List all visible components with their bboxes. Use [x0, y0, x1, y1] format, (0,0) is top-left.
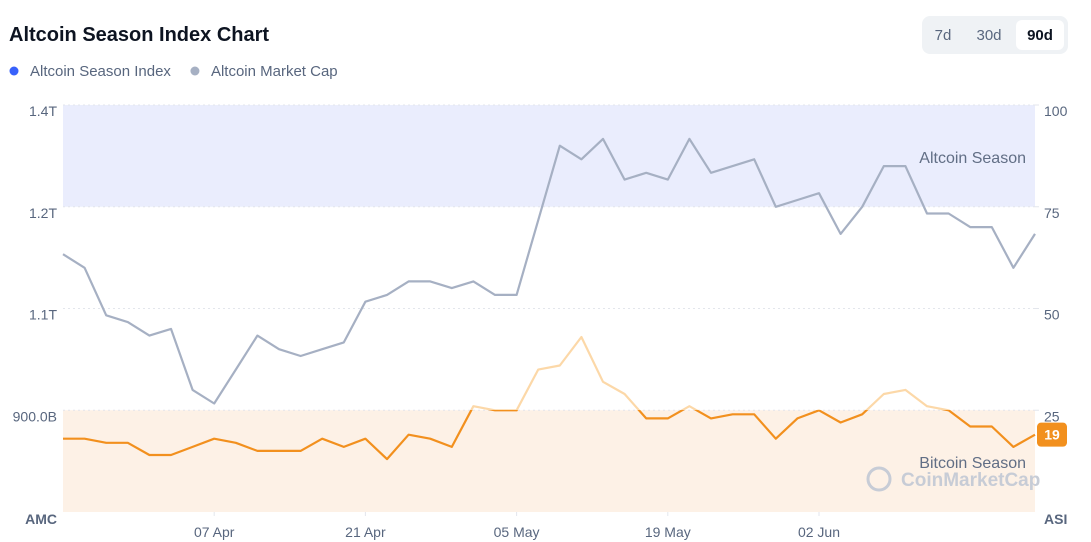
y2-tick-label: 25 — [1044, 408, 1060, 424]
range-button[interactable]: 7d — [935, 27, 952, 44]
y-tick-label: 1.1T — [29, 307, 57, 323]
button-label[interactable]: 90d — [1027, 27, 1053, 44]
x-tick-label: 05 May — [494, 524, 540, 540]
grid: 1.4T 1.2T 1.1T 900.0B 100 75 50 25 AMC ASI 07 Apr 2… — [13, 103, 1068, 540]
legend-dot[interactable] — [190, 66, 200, 76]
bands: Altcoin Season Bitcoin Season — [63, 105, 1035, 512]
legend-label[interactable]: Altcoin Market Cap — [211, 63, 338, 80]
watermark: CoinMarketCap — [866, 466, 1040, 492]
button-bg[interactable] — [1016, 20, 1064, 50]
range-button[interactable]: 30d — [976, 27, 1001, 44]
watermark-text: CoinMarketCap — [901, 470, 1040, 491]
legend-label[interactable]: Altcoin Season Index — [30, 63, 171, 80]
x-tick-label: 02 Jun — [798, 524, 840, 540]
value-label: 19 — [1044, 427, 1060, 443]
button-label[interactable]: 30d — [976, 27, 1001, 44]
y-tick-label: 1.2T — [29, 205, 57, 221]
button-label[interactable]: 7d — [935, 27, 952, 44]
y2-axis-label: ASI — [1044, 511, 1067, 527]
y2-tick-label: 50 — [1044, 307, 1060, 323]
series-line — [63, 335, 1036, 461]
legend-item[interactable]: Altcoin Market Cap — [190, 63, 338, 80]
x-tick-label: 07 Apr — [194, 524, 235, 540]
season-band — [63, 410, 1035, 512]
band-label: Bitcoin Season — [919, 455, 1026, 472]
y-tick-label: 900.0B — [13, 408, 57, 424]
chart-title: Altcoin Season Index Chart — [9, 24, 269, 46]
series-line — [62, 137, 1036, 405]
value-label-bg — [1037, 422, 1067, 447]
range-buttons: 7d 30d 90d — [922, 16, 1068, 54]
legend-dot[interactable] — [9, 66, 19, 76]
y2-tick-label: 100 — [1044, 103, 1068, 119]
x-tick-label: 21 Apr — [345, 524, 386, 540]
marks: 19 — [62, 137, 1067, 461]
band-label: Altcoin Season — [919, 150, 1026, 167]
x-tick-label: 19 May — [645, 524, 691, 540]
season-band — [63, 105, 1035, 207]
legend: Altcoin Season Index Altcoin Market Cap — [9, 63, 338, 80]
y-axis-label: AMC — [25, 511, 57, 527]
range-button[interactable]: 90d — [1016, 20, 1064, 50]
watermark-logo — [866, 466, 892, 492]
y-tick-label: 1.4T — [29, 103, 57, 119]
y2-tick-label: 75 — [1044, 205, 1060, 221]
legend-item[interactable]: Altcoin Season Index — [9, 63, 172, 80]
